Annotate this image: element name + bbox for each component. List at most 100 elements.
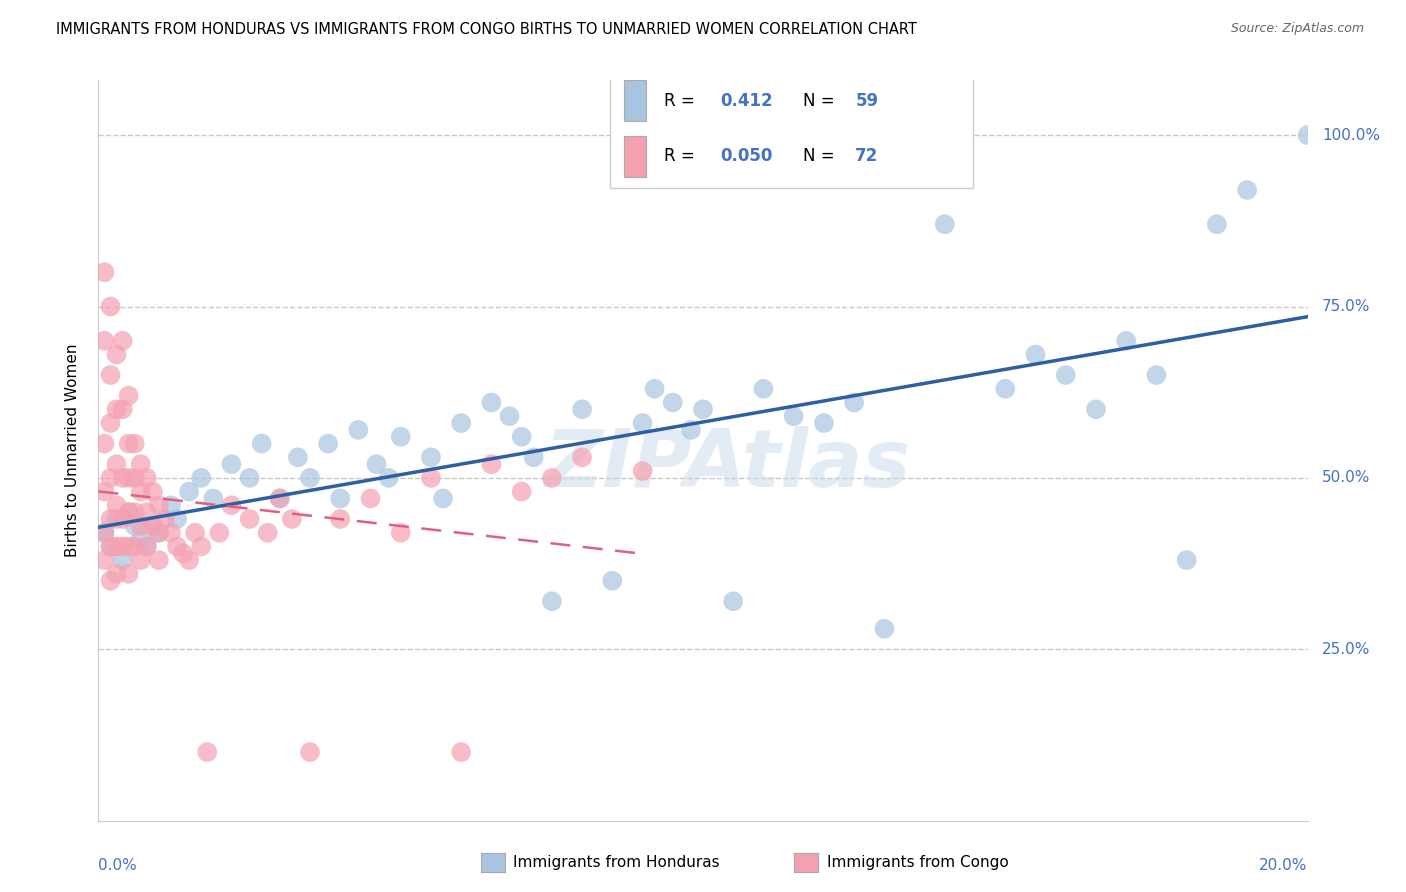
Point	[366, 457, 388, 471]
Point	[100, 574, 122, 588]
Point	[100, 512, 122, 526]
Point	[540, 594, 562, 608]
Point	[389, 525, 412, 540]
Point	[93, 484, 115, 499]
Point	[142, 519, 165, 533]
Point	[118, 540, 141, 554]
Point	[124, 540, 146, 554]
Text: Source: ZipAtlas.com: Source: ZipAtlas.com	[1230, 22, 1364, 36]
Point	[644, 382, 666, 396]
Point	[105, 457, 128, 471]
Point	[93, 265, 115, 279]
Point	[118, 505, 141, 519]
Point	[105, 402, 128, 417]
Point	[135, 540, 157, 554]
Point	[93, 553, 115, 567]
Bar	[624, 80, 647, 121]
Y-axis label: Births to Unmarried Women: Births to Unmarried Women	[65, 343, 80, 558]
Point	[129, 457, 152, 471]
Point	[813, 416, 835, 430]
Point	[190, 540, 212, 554]
Point	[631, 416, 654, 430]
Point	[269, 491, 291, 506]
Point	[160, 498, 183, 512]
Point	[142, 484, 165, 499]
Point	[135, 540, 157, 554]
Point	[179, 484, 201, 499]
Text: IMMIGRANTS FROM HONDURAS VS IMMIGRANTS FROM CONGO BIRTHS TO UNMARRIED WOMEN CORR: IMMIGRANTS FROM HONDURAS VS IMMIGRANTS F…	[56, 22, 917, 37]
Text: ZIPAtlas: ZIPAtlas	[544, 426, 910, 504]
Point	[1054, 368, 1077, 382]
Point	[105, 512, 128, 526]
Point	[111, 540, 134, 554]
Point	[100, 300, 122, 314]
Text: N =: N =	[803, 147, 835, 165]
Point	[100, 540, 122, 554]
Point	[118, 389, 141, 403]
Point	[299, 745, 322, 759]
Point	[316, 436, 339, 450]
Text: 20.0%: 20.0%	[1260, 858, 1308, 872]
Point	[1236, 183, 1258, 197]
Point	[844, 395, 866, 409]
Point	[934, 217, 956, 231]
Point	[873, 622, 896, 636]
Point	[179, 553, 201, 567]
Point	[481, 457, 503, 471]
Point	[93, 436, 115, 450]
Point	[450, 416, 472, 430]
Point	[202, 491, 225, 506]
Point	[221, 457, 243, 471]
Point	[540, 471, 562, 485]
Point	[129, 519, 152, 533]
Point	[498, 409, 520, 424]
Point	[420, 450, 443, 465]
Point	[118, 436, 141, 450]
Point	[679, 423, 702, 437]
Point	[360, 491, 382, 506]
Text: Immigrants from Congo: Immigrants from Congo	[827, 855, 1008, 870]
Point	[329, 512, 352, 526]
Point	[1085, 402, 1108, 417]
Point	[420, 471, 443, 485]
Point	[172, 546, 194, 560]
Point	[100, 540, 122, 554]
Point	[111, 402, 134, 417]
Point	[105, 566, 128, 581]
Point	[148, 525, 170, 540]
Point	[1115, 334, 1137, 348]
Point	[432, 491, 454, 506]
Point	[111, 334, 134, 348]
FancyBboxPatch shape	[610, 70, 973, 187]
Point	[450, 745, 472, 759]
Point	[190, 471, 212, 485]
Point	[124, 519, 146, 533]
Point	[105, 498, 128, 512]
Text: 100.0%: 100.0%	[1322, 128, 1381, 143]
Point	[124, 505, 146, 519]
Point	[118, 471, 141, 485]
Point	[148, 553, 170, 567]
Bar	[624, 136, 647, 177]
Point	[160, 525, 183, 540]
Point	[100, 368, 122, 382]
Point	[111, 512, 134, 526]
Point	[124, 436, 146, 450]
Point	[571, 450, 593, 465]
Point	[93, 334, 115, 348]
Point	[510, 430, 533, 444]
Text: 50.0%: 50.0%	[1322, 470, 1371, 485]
Point	[142, 519, 165, 533]
Point	[166, 512, 188, 526]
Point	[571, 402, 593, 417]
Point	[692, 402, 714, 417]
Point	[118, 505, 141, 519]
Point	[1024, 347, 1046, 361]
Point	[111, 553, 134, 567]
Point	[752, 382, 775, 396]
Point	[377, 471, 399, 485]
Point	[105, 347, 128, 361]
Point	[93, 525, 115, 540]
Point	[184, 525, 207, 540]
Text: 59: 59	[855, 92, 879, 110]
